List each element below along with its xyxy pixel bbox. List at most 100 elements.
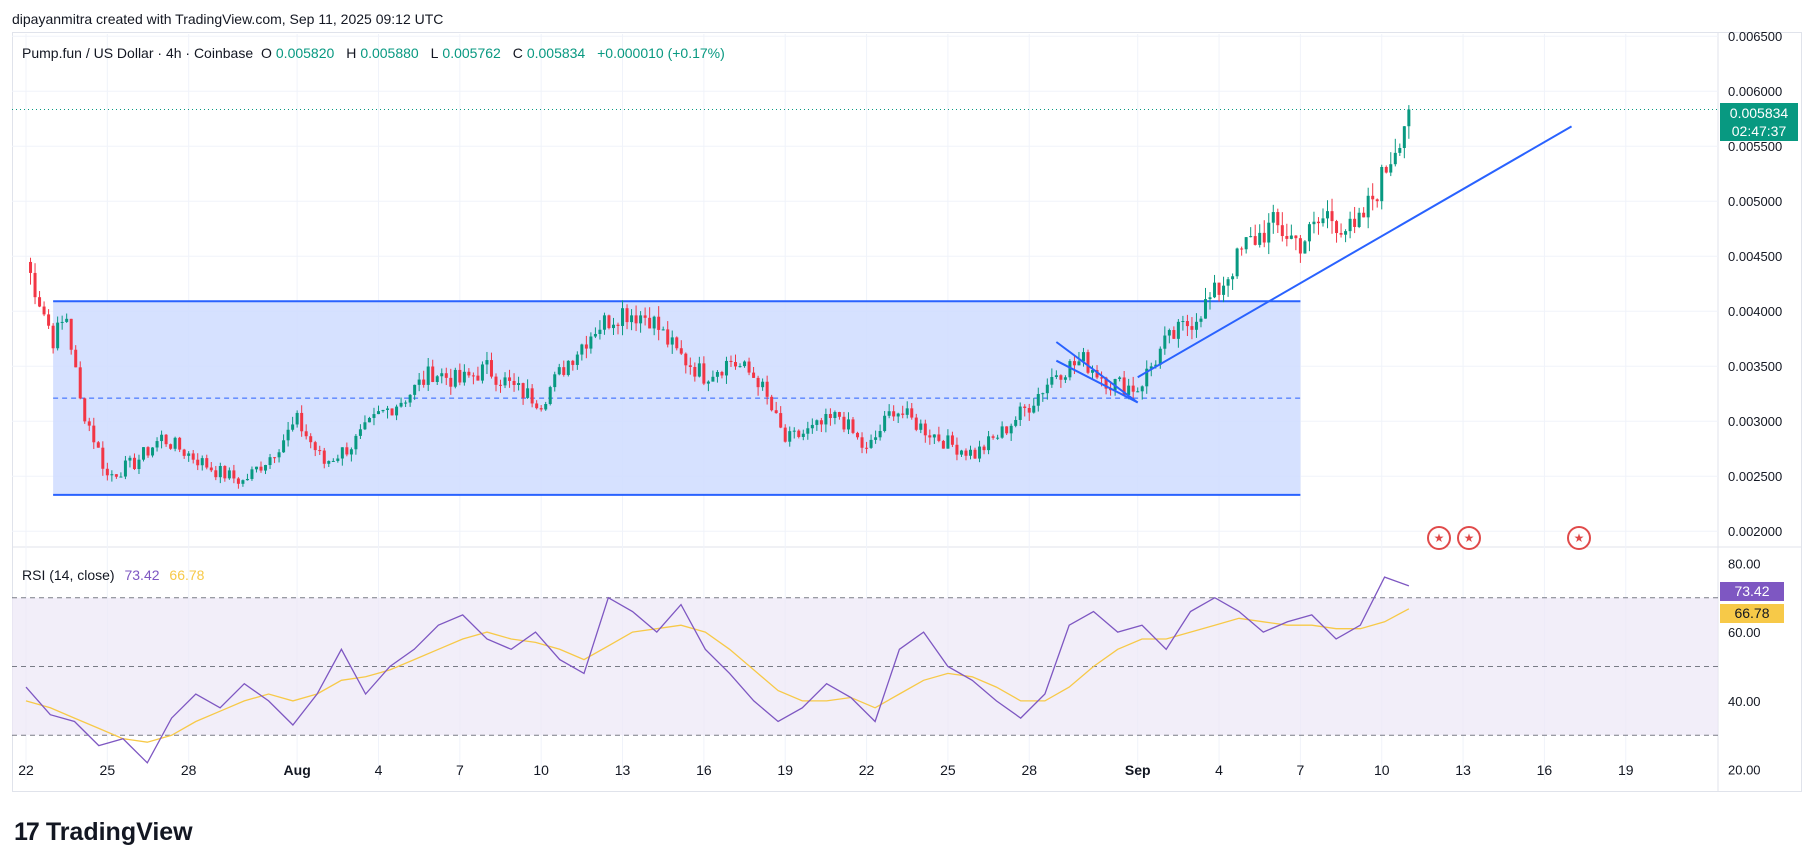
candle-body [1307, 224, 1311, 242]
candle-body [78, 367, 82, 399]
candle-body [661, 329, 665, 331]
candle-body [693, 366, 697, 377]
time-tick-label: 13 [1455, 762, 1471, 778]
candle-body [788, 431, 792, 442]
candle-body [1063, 377, 1067, 380]
rsi-tick-label: 60.00 [1728, 625, 1761, 640]
candle-body [946, 435, 950, 449]
candle-body [842, 416, 846, 430]
candle-body [611, 324, 615, 329]
candle-body [1194, 321, 1198, 330]
candle-body [797, 430, 801, 437]
candle-body [1018, 406, 1022, 420]
candle-body [837, 412, 841, 417]
candle-body [367, 417, 371, 423]
candle-body [996, 437, 1000, 439]
candle-body [209, 467, 213, 471]
candle-body [56, 322, 60, 349]
candle-body [657, 316, 661, 330]
candle-body [277, 452, 281, 458]
candle-body [1208, 297, 1212, 300]
candle-body [950, 435, 954, 445]
time-tick-label: 10 [533, 762, 549, 778]
candle-body [720, 371, 724, 376]
candle-body [589, 336, 593, 349]
candle-body [1285, 236, 1289, 239]
candle-body [444, 373, 448, 378]
wedge-upper-line [1055, 341, 1139, 404]
candle-body [173, 437, 177, 449]
candle-body [164, 434, 168, 445]
time-tick-label: 19 [777, 762, 793, 778]
candle-body [634, 315, 638, 324]
candle-body [1023, 406, 1027, 408]
us-flag-icon[interactable]: ★ [1567, 526, 1591, 550]
candle-body [1104, 377, 1108, 389]
candle-body [598, 329, 602, 334]
candle-body [1199, 318, 1203, 322]
candle-body [69, 318, 73, 350]
price-tick-label: 0.006000 [1728, 84, 1782, 99]
candle-body [259, 466, 263, 471]
last-price-value: 0.005834 [1729, 105, 1789, 121]
candle-body [1393, 152, 1397, 165]
candle-body [964, 450, 968, 456]
time-tick-label: 4 [1215, 762, 1223, 778]
candle-body [508, 377, 512, 381]
tradingview-wordmark: TradingView [45, 818, 193, 846]
candle-body [1398, 147, 1402, 153]
rsi-tick-label: 80.00 [1728, 556, 1761, 571]
candle-body [747, 361, 751, 373]
candle-body [1235, 248, 1239, 277]
candle-body [223, 466, 227, 479]
candle-body [458, 369, 462, 383]
us-flag-icon[interactable]: ★ [1457, 526, 1481, 550]
candle-body [566, 360, 570, 375]
candle-body [123, 460, 127, 477]
symbol-title[interactable]: Pump.fun / US Dollar · 4h · Coinbase [22, 45, 254, 61]
candle-body [1054, 375, 1058, 377]
candle-body [440, 373, 444, 377]
candle-body [155, 441, 159, 448]
candle-body [1380, 166, 1384, 202]
candle-body [869, 439, 873, 448]
candle-body [548, 387, 552, 405]
time-tick-label: 28 [1021, 762, 1037, 778]
us-flag-icon[interactable]: ★ [1427, 526, 1451, 550]
candle-body [1353, 218, 1357, 227]
price-tick-label: 0.003500 [1728, 359, 1782, 374]
candle-body [1077, 361, 1081, 366]
candle-body [110, 474, 114, 476]
candle-body [1321, 218, 1325, 224]
candle-body [503, 377, 507, 386]
last-price-tag: 0.005834 02:47:37 [1720, 103, 1798, 141]
candle-body [557, 367, 561, 375]
candle-body [1217, 282, 1221, 295]
tradingview-logo[interactable]: 17 TradingView [14, 818, 193, 847]
candle-body [449, 377, 453, 387]
price-tick-label: 0.005500 [1728, 139, 1782, 154]
candle-body [1249, 236, 1253, 238]
rsi-name[interactable]: RSI (14, close) [22, 567, 115, 583]
candle-body [327, 461, 331, 464]
candle-body [250, 469, 254, 479]
time-tick-label: 7 [456, 762, 464, 778]
candle-body [1371, 195, 1375, 200]
time-tick-label: 7 [1296, 762, 1304, 778]
candle-body [1326, 211, 1330, 219]
candle-body [539, 408, 543, 410]
candle-body [575, 354, 579, 365]
candle-body [340, 447, 344, 459]
candle-body [227, 470, 231, 479]
candle-body [729, 360, 733, 362]
candle-body [535, 403, 539, 409]
candle-body [526, 388, 530, 398]
candle-body [1222, 285, 1226, 295]
candle-body [404, 402, 408, 404]
candle-body [1068, 361, 1072, 378]
candle-body [621, 308, 625, 326]
candle-body [738, 366, 742, 368]
candle-body [1041, 393, 1045, 395]
candle-body [196, 459, 200, 466]
